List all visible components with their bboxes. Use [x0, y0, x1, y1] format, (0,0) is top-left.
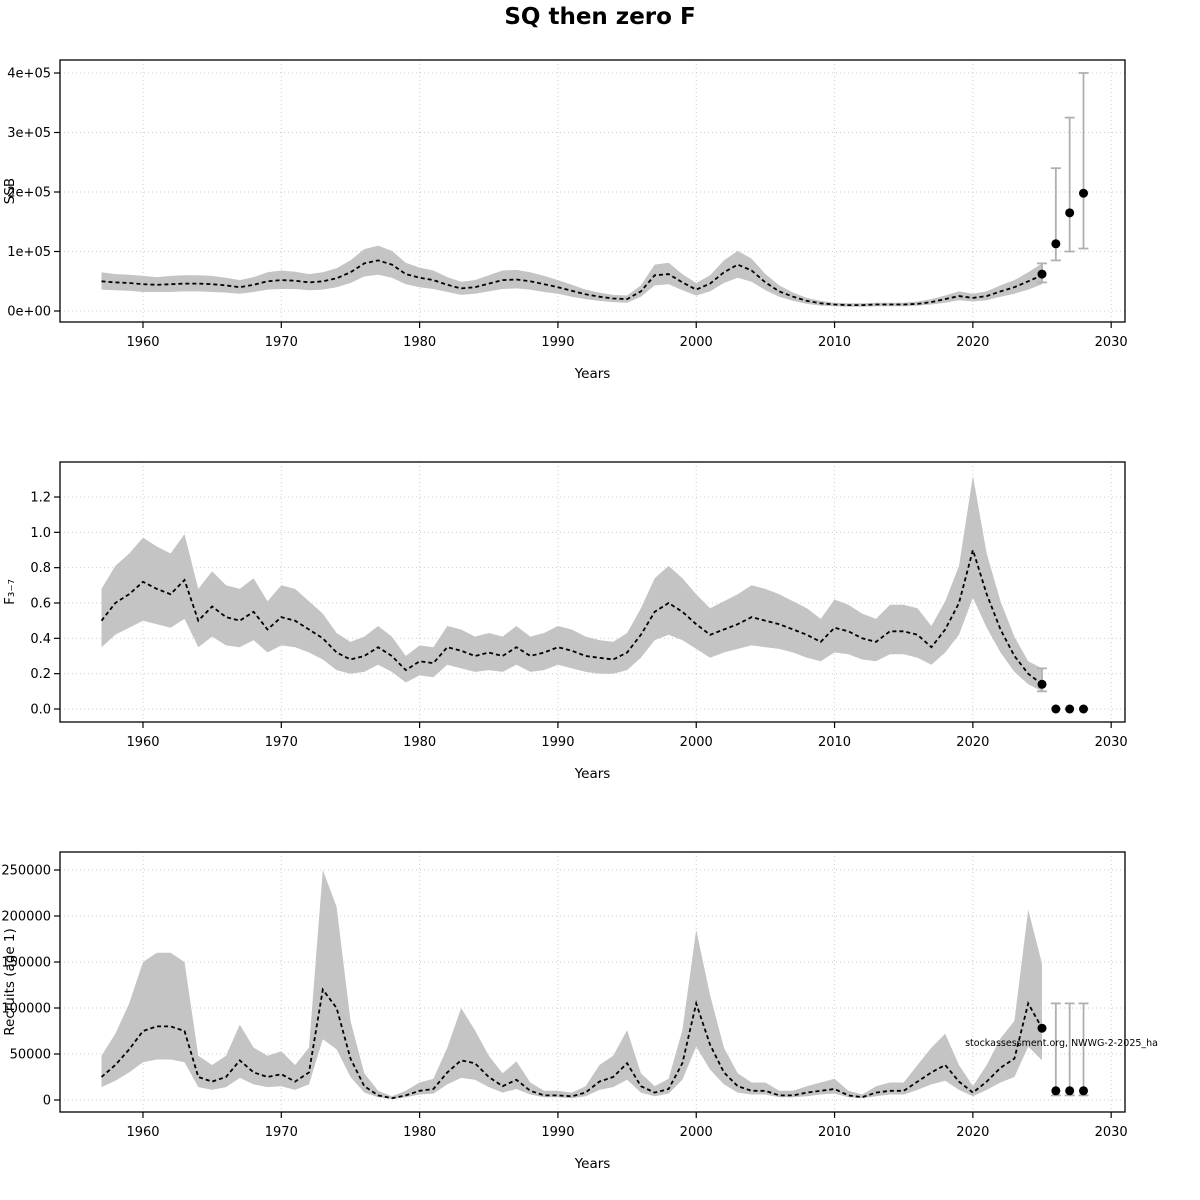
f-median-line	[100, 546, 1043, 686]
x-tick-label: 1970	[265, 1125, 298, 1140]
x-tick-label: 1960	[126, 1125, 159, 1140]
y-tick-label: 0e+00	[7, 305, 51, 320]
y-tick-label: 0.8	[30, 561, 51, 576]
x-tick-label: 1970	[265, 735, 298, 750]
y-tick-label: 2e+05	[7, 186, 51, 201]
f-ylabel: F₃₋₇	[2, 579, 18, 605]
y-tick-label: 250000	[1, 864, 51, 879]
x-tick-label: 2000	[680, 1125, 713, 1140]
y-tick-label: 0	[43, 1094, 51, 1109]
x-tick-label: 1970	[265, 335, 298, 350]
forecast-point	[1065, 208, 1075, 218]
x-tick-label: 2020	[956, 735, 989, 750]
x-tick-label: 1990	[541, 1125, 574, 1140]
x-tick-label: 2010	[818, 1125, 851, 1140]
recruits-plot-box	[59, 851, 1126, 1113]
forecast-point	[1079, 704, 1089, 714]
x-tick-label: 1990	[541, 735, 574, 750]
ssb-median-line	[101, 259, 1043, 307]
x-tick-label: 2030	[1095, 1125, 1128, 1140]
forecast-point	[1051, 239, 1061, 249]
y-tick-label: 100000	[1, 1002, 51, 1017]
y-tick-label: 3e+05	[7, 126, 51, 141]
recruits-xlabel: Years	[574, 1156, 611, 1172]
forecast-point	[1079, 1086, 1089, 1096]
y-tick-label: 1.2	[30, 491, 51, 506]
ssb-ylabel: SSB	[2, 178, 18, 204]
y-tick-label: 0.4	[30, 632, 51, 647]
y-tick-label: 150000	[1, 956, 51, 971]
x-tick-label: 1980	[403, 1125, 436, 1140]
x-tick-label: 1990	[541, 335, 574, 350]
x-tick-label: 2030	[1095, 335, 1128, 350]
y-tick-label: 1.0	[30, 526, 51, 541]
recruits-panel: 1960 1970 1980 1990 2000 2010 2020 2030 0 50000 10…	[1, 851, 1128, 1172]
y-tick-label: 4e+05	[7, 67, 51, 82]
forecast-point	[1037, 679, 1047, 689]
x-tick-label: 2030	[1095, 735, 1128, 750]
ssb-panel: 1960 1970 1980 1990 2000 2010 2020 2030 0e+00 1e+…	[2, 59, 1128, 382]
x-tick-label: 2020	[956, 1125, 989, 1140]
y-tick-label: 1e+05	[7, 245, 51, 260]
x-tick-label: 2010	[818, 335, 851, 350]
recruits-confidence-band	[101, 870, 1042, 1100]
f-panel: 1960 1970 1980 1990 2000 2010 2020 2030 0.0 0.2 0.…	[2, 461, 1128, 782]
recruits-median-line	[100, 987, 1043, 1100]
forecast-point	[1065, 704, 1075, 714]
y-tick-label: 0.2	[30, 667, 51, 682]
ssb-xlabel: Years	[574, 366, 611, 382]
watermark: stockassessment.org, NWWG-2-2025_ha	[965, 1038, 1158, 1049]
x-tick-label: 1960	[126, 335, 159, 350]
x-tick-label: 2000	[680, 735, 713, 750]
recruits-ylabel: Recruits (age 1)	[2, 928, 18, 1036]
forecast-point	[1037, 269, 1047, 279]
y-tick-label: 0.6	[30, 597, 51, 612]
y-tick-label: 0.0	[30, 703, 51, 718]
forecast-point	[1051, 1086, 1061, 1096]
ssb-confidence-band	[101, 245, 1042, 307]
forecast-point	[1051, 704, 1061, 714]
page-title: SQ then zero F	[504, 4, 696, 30]
f-confidence-band	[101, 475, 1042, 692]
x-tick-label: 1960	[126, 735, 159, 750]
y-tick-label: 50000	[10, 1048, 51, 1063]
forecast-point	[1065, 1086, 1075, 1096]
x-tick-label: 1980	[403, 735, 436, 750]
forecast-point	[1037, 1023, 1047, 1033]
f-plot-box	[59, 461, 1126, 723]
y-tick-label: 200000	[1, 910, 51, 925]
x-tick-label: 2020	[956, 335, 989, 350]
x-tick-label: 2000	[680, 335, 713, 350]
ssb-plot-box	[59, 59, 1126, 323]
x-tick-label: 1980	[403, 335, 436, 350]
x-tick-label: 2010	[818, 735, 851, 750]
f-xlabel: Years	[574, 766, 611, 782]
forecast-point	[1079, 188, 1089, 198]
